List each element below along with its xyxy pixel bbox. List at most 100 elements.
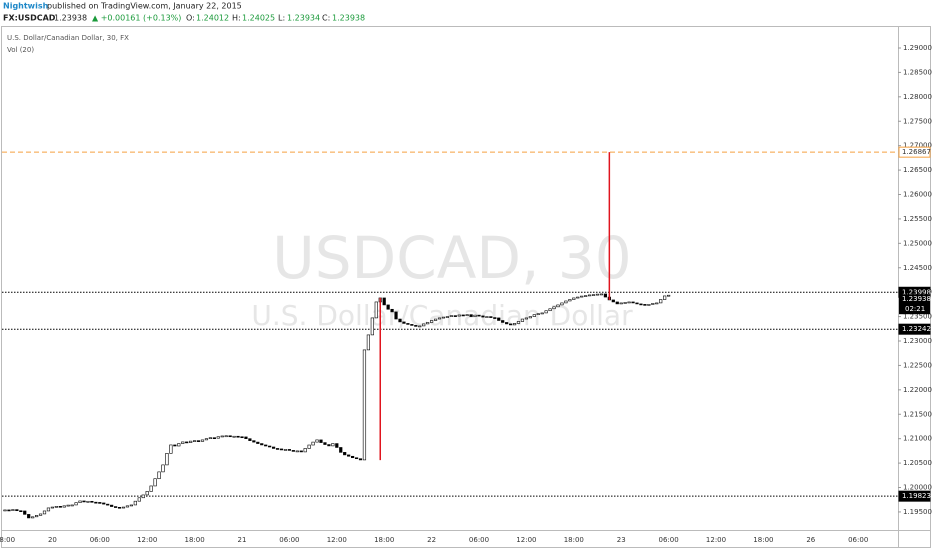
candle (232, 435, 236, 438)
candle (580, 295, 584, 298)
close-label: C: (322, 14, 330, 23)
candle (350, 455, 355, 459)
candle (173, 444, 177, 447)
candle (34, 515, 39, 518)
candle (418, 325, 422, 328)
y-tick-label: 1.24500 (903, 264, 932, 272)
candle (611, 299, 615, 303)
candle (390, 308, 394, 313)
candle (643, 304, 647, 306)
candle (335, 443, 339, 448)
candle (508, 323, 513, 326)
candle (520, 318, 525, 322)
chart-title: U.S. Dollar/Canadian Dollar, 30, FX (7, 34, 129, 42)
candle (441, 316, 446, 319)
candle (358, 458, 363, 461)
candle (548, 308, 552, 312)
candle (283, 449, 288, 451)
candle (603, 293, 607, 298)
candle (449, 315, 453, 317)
candle (489, 316, 493, 318)
candle (7, 509, 11, 512)
candle (315, 439, 319, 443)
candle (169, 444, 173, 454)
candle (46, 507, 51, 512)
last-price-label: 1.23938 (902, 295, 931, 303)
y-tick-label: 1.25500 (903, 215, 932, 223)
candle (493, 317, 497, 319)
candle (38, 513, 43, 516)
author[interactable]: Nightwish (3, 2, 49, 11)
candle (544, 310, 548, 314)
candle (323, 442, 327, 445)
x-tick-label: 12:00 (327, 536, 347, 544)
candle (141, 494, 145, 499)
candle (54, 506, 58, 508)
candle (540, 312, 544, 315)
x-tick-label: 12:00 (516, 536, 536, 544)
change: ▲ +0.00161 (+0.13%) (92, 14, 181, 23)
candle (287, 449, 292, 451)
candle (584, 295, 588, 297)
y-tick-label: 1.29000 (903, 44, 932, 52)
y-tick-label: 1.20000 (903, 484, 932, 492)
candle (619, 302, 623, 305)
candle (528, 316, 532, 319)
x-tick-label: 06:00 (469, 536, 489, 544)
candle (591, 294, 596, 296)
level-box (898, 323, 931, 335)
candle (3, 509, 7, 512)
candle (536, 313, 540, 315)
y-tick-label: 1.21500 (903, 410, 932, 418)
candle (256, 441, 260, 444)
candle (157, 471, 161, 480)
candle (193, 440, 197, 442)
candle (165, 453, 169, 466)
candle (106, 503, 110, 506)
x-tick-label: 06:00 (90, 536, 110, 544)
last-price-box (899, 294, 930, 315)
y-tick-label: 1.22500 (903, 361, 932, 369)
x-tick-label: 26 (806, 536, 815, 544)
candle (437, 317, 442, 320)
y-tick-label: 1.26000 (903, 191, 932, 199)
y-tick-label: 1.27000 (903, 142, 932, 150)
candle (406, 323, 410, 325)
candle (82, 500, 86, 503)
candle (343, 452, 347, 456)
candle (595, 293, 600, 296)
candle (382, 297, 386, 306)
candle (647, 304, 651, 306)
y-tick-label: 1.19500 (903, 508, 932, 516)
open-label: O: (186, 14, 195, 23)
candle (319, 439, 323, 443)
x-tick-label: 22 (427, 536, 436, 544)
watermark: USDCAD, 30 (272, 224, 631, 292)
candle (224, 435, 228, 438)
y-tick-label: 1.27500 (903, 117, 932, 125)
candle (587, 294, 592, 297)
candle (236, 435, 240, 438)
candle (497, 317, 501, 321)
high-label: H: (232, 14, 241, 23)
candle (114, 506, 118, 508)
candle (461, 314, 465, 317)
candle (94, 501, 98, 504)
candle (252, 440, 256, 443)
candle (50, 506, 54, 509)
candle (264, 444, 268, 447)
x-tick-label: 12:00 (137, 536, 157, 544)
candle (556, 304, 560, 308)
candle (42, 510, 47, 515)
candle (473, 314, 477, 317)
candle (374, 301, 378, 319)
candle (398, 318, 402, 323)
y-tick-label: 1.23000 (903, 337, 932, 345)
candle (469, 314, 473, 317)
candle (445, 316, 450, 318)
candle (268, 445, 272, 448)
countdown: 02:21 (905, 305, 925, 313)
candle (248, 438, 252, 441)
candle (572, 297, 576, 300)
candle (410, 324, 414, 326)
